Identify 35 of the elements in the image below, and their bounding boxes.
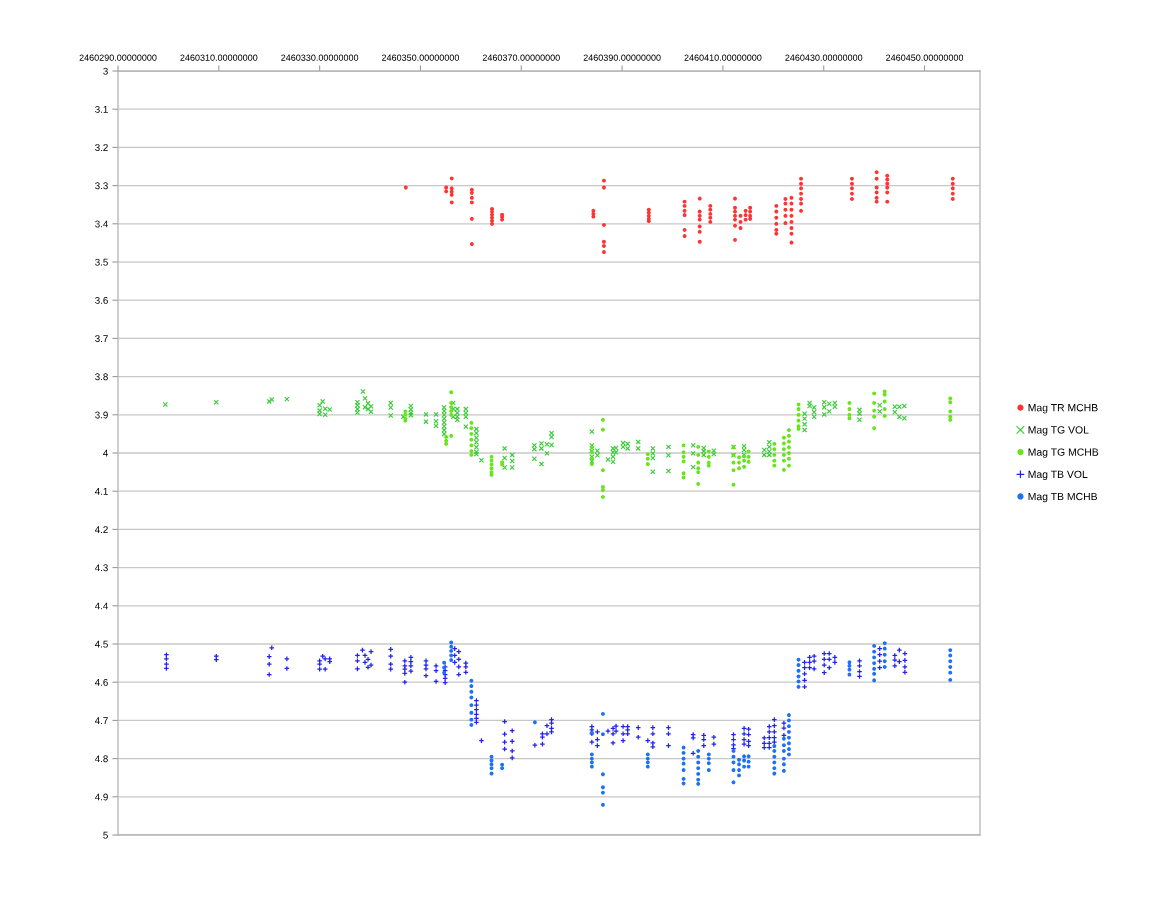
y-tick-label: 3.6 [95, 296, 108, 304]
y-tick-label: 3.4 [95, 220, 108, 228]
y-tick-label: 3.8 [95, 373, 108, 381]
x-tick-label: 2460430.00000000 [785, 54, 863, 61]
x-tick-label: 2460450.00000000 [886, 54, 964, 61]
legend-label: Mag TR MCHB [1028, 404, 1098, 414]
y-tick-label: 3.2 [95, 144, 108, 152]
y-tick-label: 4.2 [94, 526, 108, 533]
x-tick-label: 2460390.00000000 [583, 54, 661, 61]
x-tick-label: 2460350.00000000 [382, 54, 460, 61]
y-tick-label: 4.6 [94, 678, 108, 686]
y-tick-label: 3 [103, 67, 108, 75]
y-tick-label: 4.1 [94, 488, 108, 495]
x-tick-label: 2460410.00000000 [684, 54, 762, 61]
legend-label: Mag TB MCHB [1028, 492, 1098, 503]
x-tick-label: 2460330.00000000 [281, 54, 359, 61]
y-tick-label: 3.7 [95, 335, 108, 343]
y-tick-label: 4.3 [94, 564, 108, 572]
y-tick-label: 4.4 [94, 602, 108, 610]
y-tick-label: 4.9 [94, 793, 108, 801]
legend-label: Mag TG VOL [1028, 426, 1089, 436]
x-tick-label: 2460370.00000000 [482, 54, 560, 61]
legend-label: Mag TB VOL [1028, 470, 1088, 481]
y-tick-label: 3.5 [95, 258, 108, 266]
x-tick-label: 2460290.00000000 [79, 54, 157, 61]
y-tick-label: 4.7 [94, 717, 108, 724]
y-tick-label: 5 [103, 831, 108, 839]
y-tick-label: 4.8 [94, 755, 108, 763]
legend-label: Mag TG MCHB [1028, 448, 1099, 458]
y-tick-label: 3.1 [95, 105, 108, 113]
y-tick-label: 4.5 [94, 640, 108, 648]
x-tick-label: 2460310.00000000 [180, 54, 258, 61]
y-tick-label: 3.3 [95, 182, 108, 190]
y-tick-label: 4 [103, 449, 108, 457]
y-tick-label: 3.9 [95, 411, 108, 419]
